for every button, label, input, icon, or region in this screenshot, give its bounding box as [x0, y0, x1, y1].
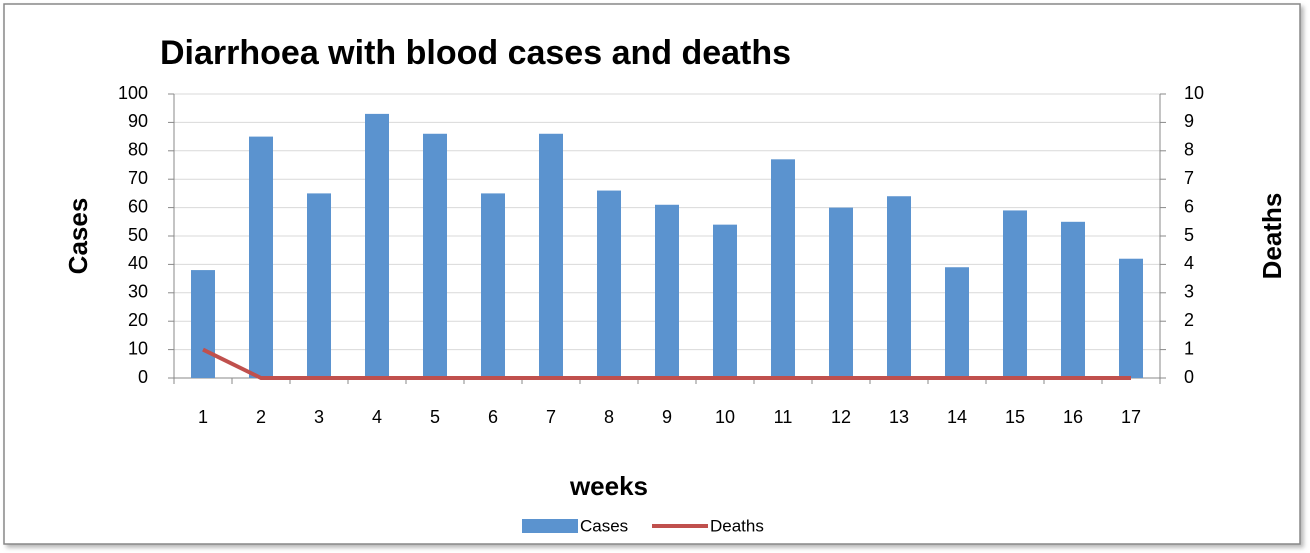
- y2-tick-label: 7: [1184, 168, 1194, 188]
- bar: [597, 190, 621, 378]
- y2-tick-label: 4: [1184, 253, 1194, 273]
- x-tick-label: 13: [889, 407, 909, 427]
- y2-tick-label: 0: [1184, 367, 1194, 387]
- bar: [365, 113, 389, 378]
- x-tick-label: 9: [662, 407, 672, 427]
- y2-axis-title: Deaths: [1257, 193, 1287, 280]
- y-tick-label: 70: [128, 168, 148, 188]
- x-tick-label: 2: [256, 407, 266, 427]
- y2-tick-label: 9: [1184, 111, 1194, 131]
- y-tick-label: 10: [128, 338, 148, 358]
- x-tick-label: 15: [1005, 407, 1025, 427]
- x-tick-label: 3: [314, 407, 324, 427]
- bar: [771, 159, 795, 378]
- x-tick-label: 10: [715, 407, 735, 427]
- y2-tick-label: 2: [1184, 310, 1194, 330]
- y2-tick-label: 5: [1184, 225, 1194, 245]
- y-tick-label: 90: [128, 111, 148, 131]
- y-tick-label: 60: [128, 196, 148, 216]
- y2-tick-label: 10: [1184, 83, 1204, 103]
- bar: [1119, 258, 1143, 378]
- y2-tick-label: 8: [1184, 140, 1194, 160]
- y-tick-label: 80: [128, 140, 148, 160]
- y2-tick-label: 3: [1184, 282, 1194, 302]
- y2-tick-label: 6: [1184, 196, 1194, 216]
- x-tick-label: 1: [198, 407, 208, 427]
- y-axis-title: Cases: [63, 198, 93, 275]
- legend-swatch: [522, 519, 578, 533]
- x-tick-label: 7: [546, 407, 556, 427]
- y-tick-label: 0: [138, 367, 148, 387]
- x-tick-label: 12: [831, 407, 851, 427]
- bar: [539, 133, 563, 378]
- x-tick-label: 6: [488, 407, 498, 427]
- bar: [423, 133, 447, 378]
- chart-title: Diarrhoea with blood cases and deaths: [160, 34, 791, 72]
- bar: [713, 224, 737, 378]
- x-axis-title: weeks: [569, 471, 648, 501]
- bar: [945, 267, 969, 378]
- legend-text: Cases: [580, 516, 628, 535]
- bar: [481, 193, 505, 378]
- bar: [655, 204, 679, 378]
- y-tick-label: 40: [128, 253, 148, 273]
- x-tick-label: 5: [430, 407, 440, 427]
- y-tick-label: 50: [128, 225, 148, 245]
- x-tick-label: 8: [604, 407, 614, 427]
- x-tick-label: 11: [774, 407, 793, 427]
- x-tick-label: 4: [372, 407, 382, 427]
- bar: [1061, 221, 1085, 378]
- y-tick-label: 100: [118, 83, 148, 103]
- x-tick-label: 17: [1121, 407, 1141, 427]
- x-tick-label: 16: [1063, 407, 1083, 427]
- x-tick-label: 14: [947, 407, 967, 427]
- line: [202, 347, 1131, 380]
- y-tick-label: 30: [128, 282, 148, 302]
- legend-text: Deaths: [710, 516, 764, 535]
- bar: [249, 136, 273, 378]
- y-tick-label: 20: [128, 310, 148, 330]
- bar: [829, 207, 853, 378]
- bar: [1003, 210, 1027, 378]
- bar: [887, 196, 911, 378]
- y2-tick-label: 1: [1184, 338, 1194, 358]
- bar: [191, 270, 215, 378]
- bar: [307, 193, 331, 378]
